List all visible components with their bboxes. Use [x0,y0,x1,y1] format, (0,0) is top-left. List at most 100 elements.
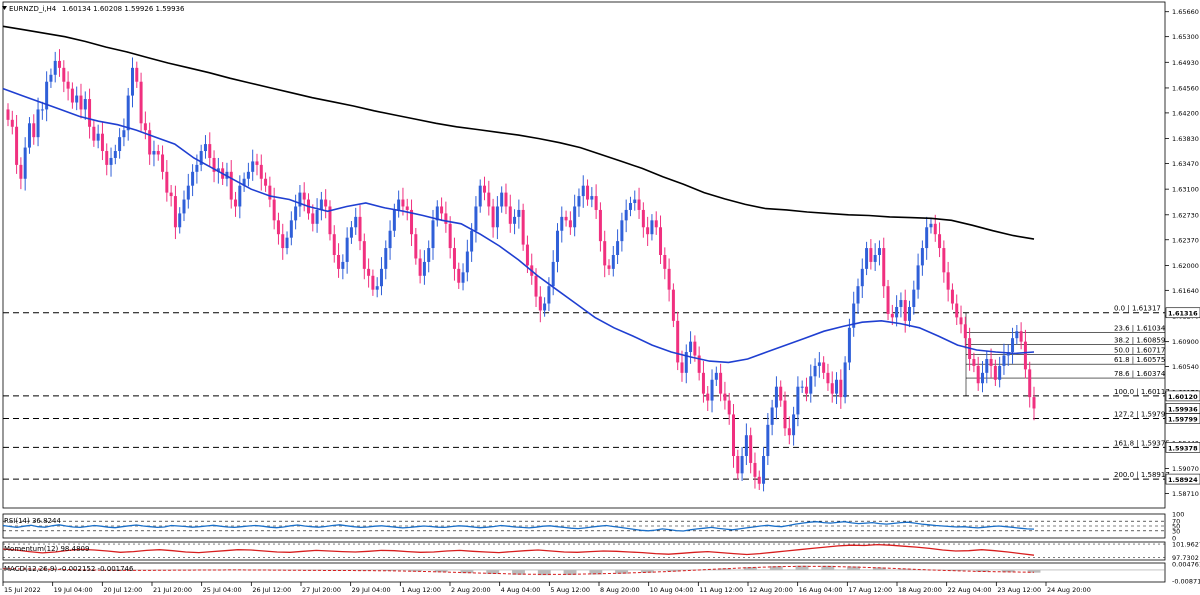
candle-body [229,171,233,200]
candle-body [985,358,989,373]
candle-body [693,341,697,356]
candle-body [826,372,830,384]
candle-body [620,220,624,242]
candle-body [88,99,92,127]
time-tick-label: 19 Jul 04:00 [54,586,93,594]
candle-body [238,185,242,207]
candle-body [457,268,461,283]
candle-body [998,365,1002,380]
candle-body [143,123,147,131]
fib-level-text: 0.0 | 1.61317 [1114,305,1161,313]
candle-body [246,171,250,179]
current-price-box [1165,403,1200,414]
candle-body [36,109,40,138]
candle-body [538,296,542,311]
candle-body [594,196,598,210]
candle-body [1015,331,1019,339]
candle-body [186,185,190,200]
candle-body [161,154,165,172]
candle-body [925,227,929,249]
price-tick-label: 1.63470 [1172,160,1199,168]
momentum-pane[interactable]: 101.9627 97.7302 [2,541,1200,563]
candle-body [19,164,23,179]
candle-body [105,151,109,165]
candle-body [899,300,903,307]
candle-body [126,95,130,131]
fib-level-text: 200.0 | 1.58917 [1114,471,1170,479]
candle-body [135,67,139,82]
candle-body [813,365,817,377]
candle-body [259,164,263,179]
candle-body [392,209,396,231]
candle-body [706,393,710,401]
candle-body [1006,352,1010,356]
candle-body [251,161,255,172]
price-pane[interactable]: 1.65660 1.65300 1.64930 1.64560 1.64200 1.638… [2,1,1200,509]
candle-body [444,213,448,224]
candle-body [362,241,366,269]
candle-body [933,223,937,235]
candle-body [804,386,808,394]
candle-body [495,206,499,228]
rsi-tick-label: 0 [1172,535,1176,543]
price-tick-label: 1.59070 [1172,465,1199,473]
candle-body [882,248,886,287]
fast-moving-average-line [2,87,1035,364]
momentum-tick-label: 97.7302 [1172,554,1199,562]
candle-body [281,234,285,249]
candle-body [367,268,371,276]
candle-body [203,144,207,152]
time-axis: 15 Jul 2022 19 Jul 04:00 20 Jul 12:00 21 Ju… [2,582,1091,594]
rsi-tick-label: 30 [1172,527,1180,535]
price-tick-label: 1.61640 [1172,287,1199,295]
candle-body [130,67,134,96]
candle-body [401,199,405,207]
candle-body [294,206,298,221]
candle-body [671,289,675,321]
candle-body [543,303,547,311]
candle-body [483,185,487,193]
time-tick-label: 22 Aug 04:00 [948,586,992,594]
fib-axis-label: 1.59799 [1168,416,1198,424]
candle-body [946,272,950,290]
time-tick-label: 15 Jul 2022 [4,586,41,594]
candle-body [714,372,718,380]
fib-level-text: 78.6 | 1.60374 [1114,370,1166,378]
candle-body [796,386,800,415]
candle-body [800,386,804,388]
candle-body [976,365,980,384]
candle-body [165,171,169,193]
candle-body [809,376,813,394]
candle-body [852,303,856,328]
candle-body [886,286,890,314]
chevron-down-icon[interactable] [2,6,7,10]
candle-body [1011,338,1015,353]
candle-body [663,255,667,269]
candle-body [328,206,332,235]
rsi-tick-label: 70 [1172,518,1180,526]
candle-body [83,99,87,110]
candle-body [727,400,731,415]
candle-body [749,435,753,463]
candle-body [581,185,585,197]
price-tick-label: 1.63830 [1172,135,1199,143]
candle-body [787,428,791,436]
candle-body [448,223,452,249]
candle-body [680,362,684,373]
candle-body [710,379,714,401]
candle-body [487,192,491,207]
candle-body [212,157,216,172]
candle-body [27,123,31,148]
candle-body [555,230,559,262]
fib-axis-box [1165,473,1200,485]
candle-body [590,196,594,200]
candle-body [586,185,590,200]
candle-body [418,258,422,276]
fib-axis-label: 1.58924 [1168,476,1198,484]
candle-body [272,199,276,221]
fib-level-text: 61.8 | 1.60575 [1114,356,1165,364]
